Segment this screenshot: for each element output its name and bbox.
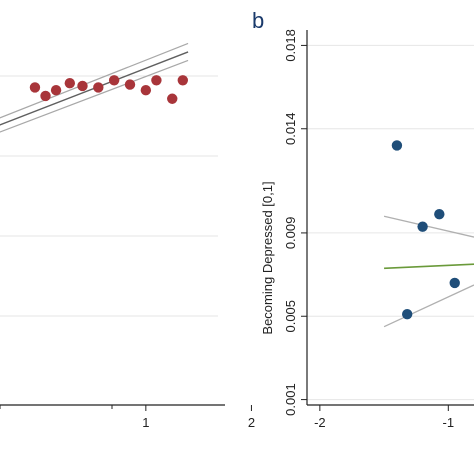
panel-b-y-tick-label: 0.018 [283, 29, 298, 62]
panel-b-y-tick-label: 0.014 [283, 112, 298, 145]
panel-b-ci-upper [383, 215, 474, 238]
panel-b-y-tick-label: 0.001 [283, 383, 298, 416]
panel-b-point [449, 277, 460, 289]
panel-b-y-tick-label: 0.005 [283, 300, 298, 333]
panel-a-point [124, 79, 136, 90]
panel-a-point [93, 82, 104, 93]
panel-b-y-tick-label: 0.009 [283, 217, 298, 250]
panel-a-fit-line [0, 51, 189, 126]
panel-b-ci-lower [383, 284, 474, 328]
panel-b-point [391, 140, 403, 151]
panel-a-point [64, 77, 76, 89]
panel-a-ci-upper [0, 42, 189, 119]
panel-a-point [167, 93, 178, 104]
panel-b-fit-lines [383, 215, 474, 328]
panel-b-x-tick-label: -1 [443, 415, 455, 430]
panel-b-point [417, 221, 428, 232]
panel-a-point [108, 75, 120, 86]
panel-b-point [402, 308, 413, 320]
panel-a-point [151, 75, 162, 86]
panel-a-fit-lines [0, 42, 189, 133]
panel-a-point [140, 85, 152, 96]
panel-b-label: b [252, 8, 264, 33]
panel-b-fit-line [384, 263, 474, 270]
panel-b-points [391, 140, 460, 320]
panel-b-point [434, 208, 445, 220]
panel-a-points [29, 75, 188, 104]
panel-a-point [40, 90, 51, 102]
panel-b-plot: 0.018 0.014 0.009 0.005 0.001 -2 -1 [283, 29, 474, 430]
panel-b-y-axis-title: Becoming Depressed [0,1] [260, 181, 275, 334]
panel-b-gridlines [307, 44, 474, 401]
panel-b-axes: 0.018 0.014 0.009 0.005 0.001 -2 -1 [283, 29, 474, 430]
panel-a-point [77, 80, 88, 92]
panel-a-point [50, 85, 62, 96]
panel-a-ci-lower [0, 59, 189, 133]
panel-b-x-tick-label: -2 [314, 415, 326, 430]
panel-a-point [29, 82, 41, 93]
panel-a-point [177, 75, 188, 86]
panel-a-x-tick-label: 2 [248, 415, 255, 430]
panel-a-x-tick-label: 1 [142, 415, 149, 430]
